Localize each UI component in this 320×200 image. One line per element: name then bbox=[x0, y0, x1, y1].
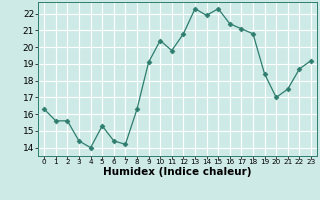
X-axis label: Humidex (Indice chaleur): Humidex (Indice chaleur) bbox=[103, 167, 252, 177]
